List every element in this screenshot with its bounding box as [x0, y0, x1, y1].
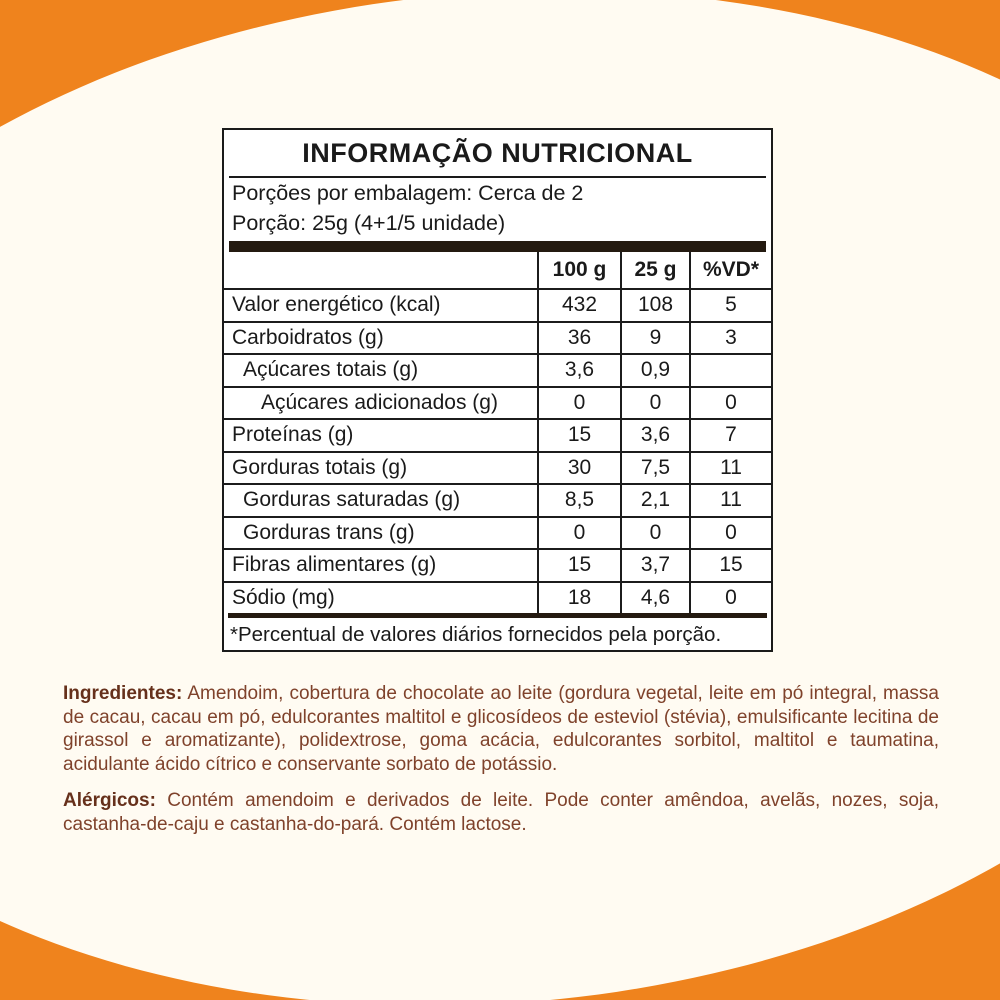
row-label: Sódio (mg)	[232, 585, 335, 609]
value-25g: 0,9	[620, 355, 689, 386]
table-row: Valor energético (kcal) 432 108 5	[224, 288, 771, 321]
row-label: Açúcares adicionados (g)	[261, 390, 498, 414]
value-vd: 11	[689, 452, 771, 483]
value-vd	[689, 355, 771, 386]
value-25g: 9	[620, 322, 689, 353]
value-100g: 30	[537, 452, 620, 483]
value-100g: 15	[537, 550, 620, 581]
label-text-block: Ingredientes: Amendoim, cobertura de cho…	[63, 682, 939, 836]
value-25g: 3,6	[620, 420, 689, 451]
col-header-vd: %VD*	[689, 252, 771, 288]
row-label: Valor energético (kcal)	[232, 293, 441, 317]
value-vd: 3	[689, 322, 771, 353]
value-25g: 7,5	[620, 452, 689, 483]
value-vd: 5	[689, 290, 771, 321]
value-25g: 2,1	[620, 485, 689, 516]
value-100g: 0	[537, 387, 620, 418]
table-row: Proteínas (g) 15 3,6 7	[224, 418, 771, 451]
value-100g: 0	[537, 517, 620, 548]
servings-per-package: Porções por embalagem: Cerca de 2	[232, 181, 584, 205]
value-vd: 0	[689, 517, 771, 548]
table-row: Gorduras saturadas (g) 8,5 2,1 11	[224, 483, 771, 516]
value-100g: 15	[537, 420, 620, 451]
value-100g: 36	[537, 322, 620, 353]
col-header-100g: 100 g	[537, 252, 620, 288]
ingredients-label: Ingredientes:	[63, 683, 183, 704]
table-header-row: 100 g 25 g %VD*	[224, 252, 771, 288]
value-vd: 0	[689, 387, 771, 418]
value-100g: 3,6	[537, 355, 620, 386]
nutrition-table: INFORMAÇÃO NUTRICIONAL Porções por embal…	[222, 128, 773, 652]
row-label: Proteínas (g)	[232, 423, 354, 447]
table-footnote: *Percentual de valores diários fornecido…	[230, 623, 722, 646]
allergens-text: Contém amendoim e derivados de leite. Po…	[63, 790, 940, 835]
table-row: Gorduras totais (g) 30 7,5 11	[224, 450, 771, 483]
value-vd: 7	[689, 420, 771, 451]
table-row: Açúcares totais (g) 3,6 0,9	[224, 353, 771, 386]
value-100g: 432	[537, 290, 620, 321]
row-label: Gorduras totais (g)	[232, 455, 408, 479]
table-title: INFORMAÇÃO NUTRICIONAL	[302, 137, 693, 168]
table-row: Sódio (mg) 18 4,6 0	[224, 580, 771, 613]
row-label: Gorduras trans (g)	[243, 520, 415, 544]
value-25g: 4,6	[620, 582, 689, 613]
value-vd: 15	[689, 550, 771, 581]
serving-size: Porção: 25g (4+1/5 unidade)	[232, 211, 506, 235]
table-row: Açúcares adicionados (g) 0 0 0	[224, 385, 771, 418]
row-label: Fibras alimentares (g)	[232, 553, 437, 577]
value-25g: 0	[620, 387, 689, 418]
table-row: Gorduras trans (g) 0 0 0	[224, 515, 771, 548]
table-row: Fibras alimentares (g) 15 3,7 15	[224, 548, 771, 581]
value-100g: 18	[537, 582, 620, 613]
thick-divider-top	[229, 241, 766, 252]
thick-divider-bottom	[228, 613, 767, 618]
value-25g: 0	[620, 517, 689, 548]
ingredients-text: Amendoim, cobertura de chocolate ao leit…	[63, 683, 939, 775]
row-label: Carboidratos (g)	[232, 325, 384, 349]
value-25g: 3,7	[620, 550, 689, 581]
ingredients-paragraph: Ingredientes: Amendoim, cobertura de cho…	[63, 682, 939, 776]
value-vd: 0	[689, 582, 771, 613]
allergens-label: Alérgicos:	[63, 790, 156, 811]
header-spacer	[224, 252, 537, 288]
col-header-25g: 25 g	[620, 252, 689, 288]
allergens-paragraph: Alérgicos: Contém amendoim e derivados d…	[63, 789, 939, 836]
table-row: Carboidratos (g) 36 9 3	[224, 320, 771, 353]
row-label: Açúcares totais (g)	[243, 358, 419, 382]
value-100g: 8,5	[537, 485, 620, 516]
value-25g: 108	[620, 290, 689, 321]
title-divider	[229, 176, 766, 178]
nutrition-grid: 100 g 25 g %VD* Valor energético (kcal) …	[224, 252, 771, 613]
value-vd: 11	[689, 485, 771, 516]
row-label: Gorduras saturadas (g)	[243, 488, 461, 512]
